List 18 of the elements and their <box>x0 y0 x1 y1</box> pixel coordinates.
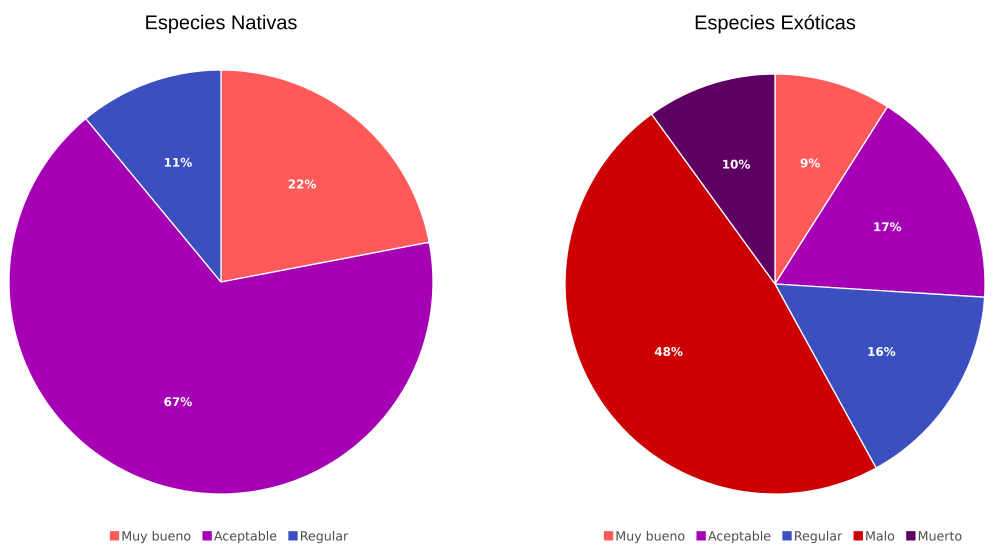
data-label: 9% <box>800 158 820 168</box>
legend-label: Aceptable <box>214 530 276 544</box>
data-label: 48% <box>654 346 683 356</box>
data-label: 10% <box>723 160 750 169</box>
legend-label: Muy bueno <box>122 530 190 544</box>
legend-label: Regular <box>795 530 842 544</box>
legend-label: Muerto <box>918 531 962 541</box>
legend-label: Regular <box>301 530 348 544</box>
legend-label: Malo <box>866 530 894 541</box>
data-label: 16% <box>868 346 896 356</box>
data-label: 22% <box>288 179 316 189</box>
chart-title: Especies Exóticas <box>696 14 856 34</box>
data-label: 17% <box>874 222 902 232</box>
data-label: 11% <box>164 158 192 167</box>
legend-label: Muy bueno <box>616 530 684 544</box>
chart-title: Especies Nativas <box>146 14 297 34</box>
legend-label: Aceptable <box>708 530 770 544</box>
data-label: 67% <box>164 397 192 406</box>
